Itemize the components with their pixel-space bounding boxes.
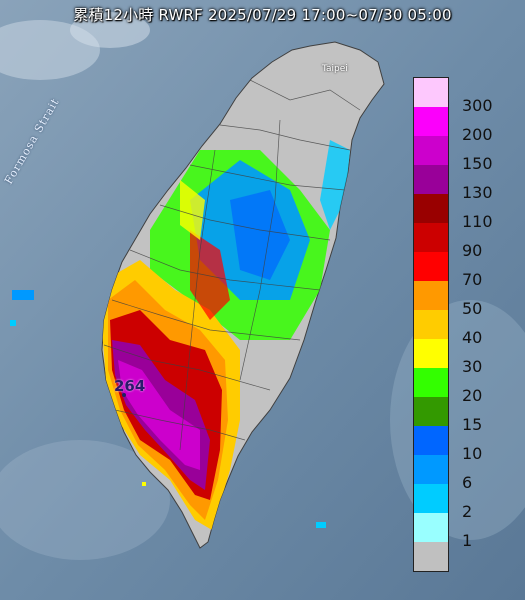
city-label-taipei: Taipei <box>322 64 348 74</box>
legend-label: 300 <box>462 96 493 115</box>
legend-label: 90 <box>462 241 483 260</box>
legend-label: 10 <box>462 444 483 463</box>
legend-swatch <box>414 107 448 136</box>
legend-swatch <box>414 281 448 310</box>
legend-swatch <box>414 339 448 368</box>
legend-swatch <box>414 368 448 397</box>
legend-swatch <box>414 310 448 339</box>
rainfall-legend <box>413 77 449 572</box>
legend-label: 40 <box>462 328 483 347</box>
legend-swatch <box>414 397 448 426</box>
legend-label: 110 <box>462 212 493 231</box>
legend-label: 200 <box>462 125 493 144</box>
max-value-marker <box>122 393 126 397</box>
legend-label: 50 <box>462 299 483 318</box>
legend-swatch <box>414 223 448 252</box>
legend-label: 2 <box>462 502 473 521</box>
legend-label: 130 <box>462 183 493 202</box>
legend-label: 6 <box>462 473 473 492</box>
legend-label: 15 <box>462 415 483 434</box>
legend-label: 150 <box>462 154 493 173</box>
legend-swatch <box>414 426 448 455</box>
legend-swatch <box>414 252 448 281</box>
legend-swatch <box>414 165 448 194</box>
legend-swatch <box>414 484 448 513</box>
legend-label: 70 <box>462 270 483 289</box>
legend-swatch <box>414 455 448 484</box>
legend-label: 1 <box>462 531 473 550</box>
map-title: 累積12小時 RWRF 2025/07/29 17:00~07/30 05:00 <box>73 6 452 24</box>
legend-swatch <box>414 78 448 107</box>
legend-swatch <box>414 542 448 571</box>
legend-swatch <box>414 136 448 165</box>
legend-swatch <box>414 194 448 223</box>
legend-swatch <box>414 513 448 542</box>
legend-label: 20 <box>462 386 483 405</box>
legend-label: 30 <box>462 357 483 376</box>
max-value-label: 264 <box>114 377 146 395</box>
